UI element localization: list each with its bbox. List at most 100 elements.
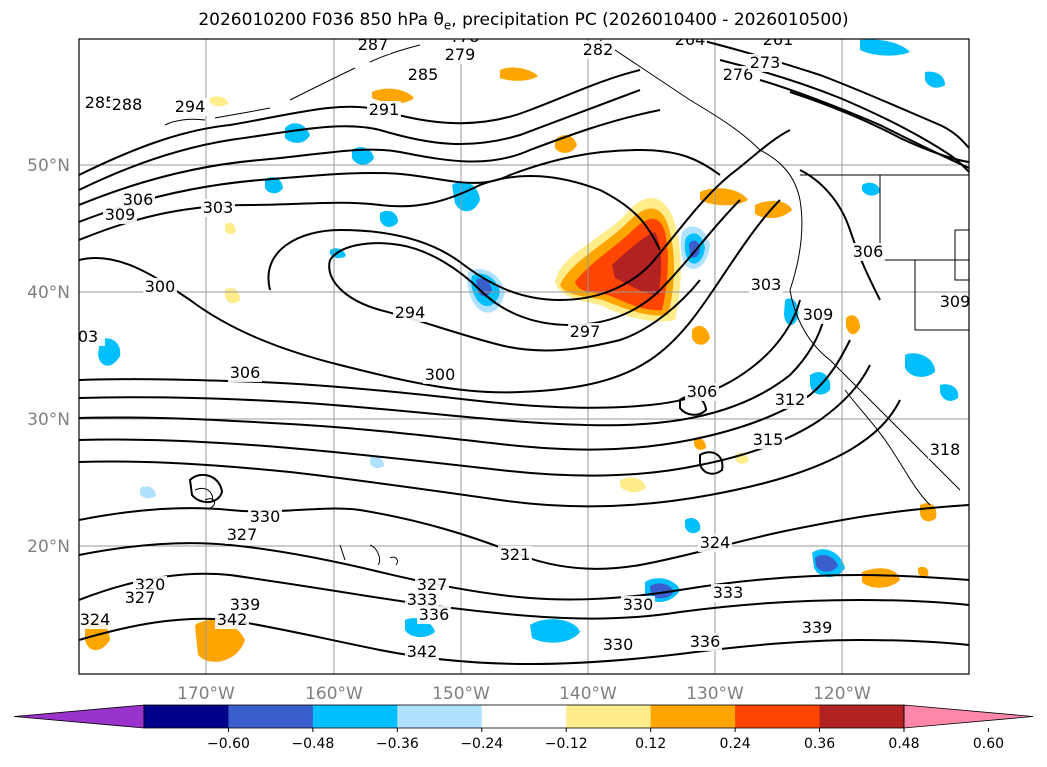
contour-label: 300 — [425, 365, 456, 384]
colorbar-segment — [228, 705, 314, 728]
contour-label-bg — [601, 636, 635, 654]
contour-label: 273 — [750, 53, 781, 72]
colorbar-extend-low — [13, 704, 145, 729]
contour-label-bg — [801, 306, 835, 324]
contour-label: 336 — [419, 605, 450, 624]
contour-label-bg — [79, 611, 112, 629]
contour-label-bg — [773, 391, 807, 409]
contour-label: ?78 — [451, 27, 480, 46]
contour-label-bg — [928, 441, 962, 459]
contour-label: 285 — [85, 93, 116, 112]
map-frame — [78, 38, 970, 675]
colorbar-tick-label: 0.24 — [720, 736, 751, 752]
contour-label-bg — [143, 278, 177, 296]
contour-label-bg — [356, 39, 390, 54]
colorbar-segment — [397, 705, 483, 728]
contour-label: 342 — [217, 610, 248, 629]
contour-label: 287 — [358, 35, 389, 54]
contour-label-bg — [698, 534, 732, 552]
contour-label-bg — [405, 643, 439, 661]
contour-label: 315 — [753, 430, 784, 449]
contour-label: 339 — [802, 618, 833, 637]
contour-label: 264 — [675, 30, 706, 49]
colorbar-segment — [481, 705, 567, 728]
contour-label-bg — [201, 199, 235, 217]
contour-label-bg — [673, 39, 707, 49]
lon-labels: 170°W 160°W 150°W 140°W 130°W 120°W — [177, 684, 871, 704]
lon-label: 170°W — [177, 684, 235, 704]
contour-label-bg — [393, 304, 427, 322]
coastlines — [164, 39, 969, 566]
contour-label-bg — [215, 611, 249, 629]
contour-label-bg — [498, 546, 532, 564]
colorbar-segment — [819, 705, 905, 728]
lon-label: 160°W — [305, 684, 363, 704]
contour-label-bg — [581, 41, 615, 59]
contour-label-bg — [406, 66, 440, 84]
contour-label: 294 — [395, 303, 426, 322]
contour-label-bg — [417, 606, 451, 624]
contour-label: 276 — [723, 65, 754, 84]
contour-label-bg — [688, 633, 722, 651]
colorbar-extend-high — [903, 704, 1034, 729]
contour-label-bg — [228, 364, 262, 382]
contour-label: 324 — [80, 610, 111, 629]
colorbar-tick-label: 0.12 — [635, 736, 666, 752]
colorbar-tick-label: −0.36 — [376, 736, 419, 752]
contour-label-bg — [751, 431, 785, 449]
colorbar-tick-label: −0.48 — [291, 736, 334, 752]
contour-label-bg — [749, 276, 783, 294]
contour-label-bg — [173, 98, 207, 116]
contour-label-bg — [83, 94, 117, 112]
colorbar-segment — [566, 705, 652, 728]
colorbar-segment — [312, 705, 398, 728]
contour-label: 327 — [125, 588, 156, 607]
contour-label: 333 — [713, 583, 744, 602]
contour-label-bg — [248, 508, 282, 526]
contour-label: 306 — [687, 382, 718, 401]
contour-label: 261 — [763, 30, 794, 49]
contour-label: 327 — [227, 525, 258, 544]
colorbar — [13, 704, 1034, 729]
contour-label-bg — [721, 66, 755, 84]
lon-label: 150°W — [432, 684, 490, 704]
contour-label-bg — [621, 596, 655, 614]
contour-label: 309 — [803, 305, 834, 324]
colorbar-tick-label: −0.60 — [207, 736, 250, 752]
lat-label: 30°N — [27, 410, 70, 430]
contour-label-bg — [685, 383, 719, 401]
title-subscript: e — [443, 18, 452, 33]
contour-label: 318 — [930, 440, 961, 459]
contour-label-bg — [938, 293, 969, 311]
contour-label-bg — [405, 591, 439, 609]
colorbar-tick-label: 0.48 — [888, 736, 919, 752]
contour-label: 291 — [369, 100, 400, 119]
contour-label: 330 — [623, 595, 654, 614]
contour-label: 297 — [570, 322, 601, 341]
contour-label: 309 — [105, 205, 136, 224]
colorbar-tick-label: −0.12 — [545, 736, 588, 752]
lat-label: 40°N — [27, 283, 70, 303]
contour-label-bg — [123, 589, 157, 607]
lat-label: 20°N — [27, 537, 70, 557]
colorbar-labels: −0.60 −0.48 −0.36 −0.24 −0.12 0.12 0.24 0.36 0.4… — [207, 728, 1004, 752]
contour-label: 03 — [78, 327, 98, 346]
lon-label: 120°W — [813, 684, 871, 704]
contour-label-bg — [448, 39, 482, 46]
colorbar-segment — [650, 705, 736, 728]
contour-label-bg — [415, 576, 449, 594]
contour-label: 309 — [940, 292, 971, 311]
contour-label: 327 — [417, 575, 448, 594]
contour-label: 306 — [853, 242, 884, 261]
colorbar-tick-label: −0.24 — [460, 736, 503, 752]
colorbar-tick-label: 0.60 — [973, 736, 1004, 752]
contour-label-bg — [228, 596, 262, 614]
theta-e-contours — [79, 39, 969, 666]
contour-label: 336 — [690, 632, 721, 651]
contour-label: 306 — [230, 363, 261, 382]
lon-label: 130°W — [686, 684, 744, 704]
lat-labels: 50°N 40°N 30°N 20°N — [27, 156, 70, 557]
